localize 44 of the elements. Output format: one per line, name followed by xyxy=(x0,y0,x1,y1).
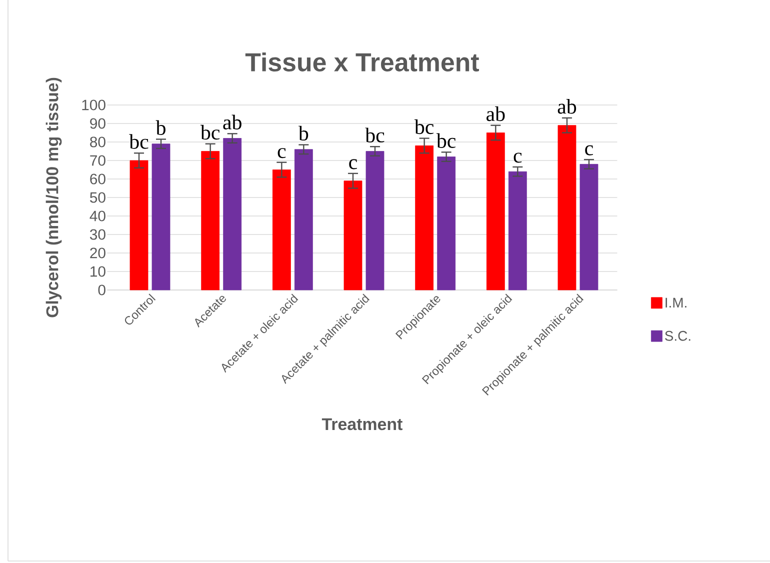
annotation: bc xyxy=(436,133,456,148)
bar xyxy=(366,151,384,290)
annotation: ab xyxy=(223,114,242,130)
annotation: c xyxy=(349,159,357,170)
annotation: bc xyxy=(365,128,384,142)
legend-label: S.C. xyxy=(665,330,690,341)
bar xyxy=(294,149,313,290)
y-tick-label: 100 xyxy=(82,100,106,110)
y-tick-label: 0 xyxy=(98,284,106,296)
bar xyxy=(508,171,527,290)
annotation: b xyxy=(156,120,166,136)
bar xyxy=(558,125,576,290)
annotation: c xyxy=(514,152,522,163)
bar xyxy=(130,160,148,290)
bar xyxy=(344,180,362,290)
y-tick-label: 70 xyxy=(90,155,106,166)
annotation: ab xyxy=(486,106,505,122)
y-tick-label: 50 xyxy=(90,192,106,203)
y-tick-label: 40 xyxy=(90,210,106,222)
annotation: c xyxy=(585,145,593,156)
bar xyxy=(580,164,598,290)
chart-title: Tissue x Treatment xyxy=(245,52,479,72)
annotation: b xyxy=(298,126,308,141)
annotation: c xyxy=(278,148,286,158)
y-axis-title: Glycerol (nmol/100 mg tissue) xyxy=(46,78,62,318)
bar xyxy=(437,156,456,290)
y-tick-label: 20 xyxy=(90,248,106,258)
y-tick-label: 80 xyxy=(90,136,106,148)
bar xyxy=(415,145,434,290)
x-axis-title: Treatment xyxy=(322,418,402,430)
bar xyxy=(272,170,291,290)
bar xyxy=(152,144,170,290)
annotation: bc xyxy=(414,119,434,134)
annotation: ab xyxy=(558,99,576,114)
y-tick-label: 30 xyxy=(90,229,106,240)
y-tick-label: 60 xyxy=(90,174,106,184)
y-tick-label: 90 xyxy=(90,118,106,129)
y-tick-label: 10 xyxy=(90,266,106,277)
bar xyxy=(223,138,242,290)
bar xyxy=(201,151,220,290)
bar xyxy=(486,132,505,290)
legend-label: I.M. xyxy=(666,298,686,308)
annotation: bc xyxy=(129,134,148,149)
annotation: bc xyxy=(200,124,220,140)
